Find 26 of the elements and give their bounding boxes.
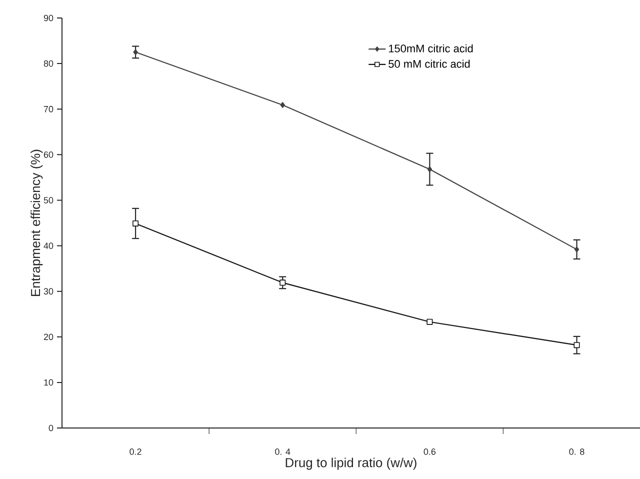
y-tick-label: 10 (44, 379, 54, 386)
y-axis-title: Entrapment efficiency (%) (30, 150, 43, 296)
point (133, 49, 138, 56)
y-tick-label: 70 (44, 106, 54, 112)
x-tick-label: 0.6 (424, 448, 436, 455)
legend-label: 50 mM citric acid (388, 60, 470, 68)
x-axis-title: Drug to lipid ratio (w/w) (286, 458, 416, 470)
x-tick-label: 0.2 (130, 448, 142, 455)
x-tick-label: 0. 8 (569, 448, 584, 455)
y-tick-label: 30 (44, 288, 54, 295)
y-tick-label: 50 (44, 197, 54, 204)
point (132, 220, 139, 226)
y-tick-label: 90 (44, 14, 54, 22)
y-tick-label: 60 (44, 151, 54, 158)
y-tick-label: 40 (44, 242, 54, 249)
point (427, 166, 432, 172)
x-tick-label: 0. 4 (275, 448, 290, 455)
point (280, 280, 286, 286)
y-tick-label: 80 (44, 60, 54, 67)
point (426, 318, 433, 325)
y-tick-label: 20 (44, 334, 54, 340)
point (574, 342, 580, 348)
point (574, 246, 580, 252)
y-tick-label: 0 (48, 424, 54, 432)
legend-label: 150mM citric acid (388, 44, 473, 52)
point (280, 102, 285, 108)
